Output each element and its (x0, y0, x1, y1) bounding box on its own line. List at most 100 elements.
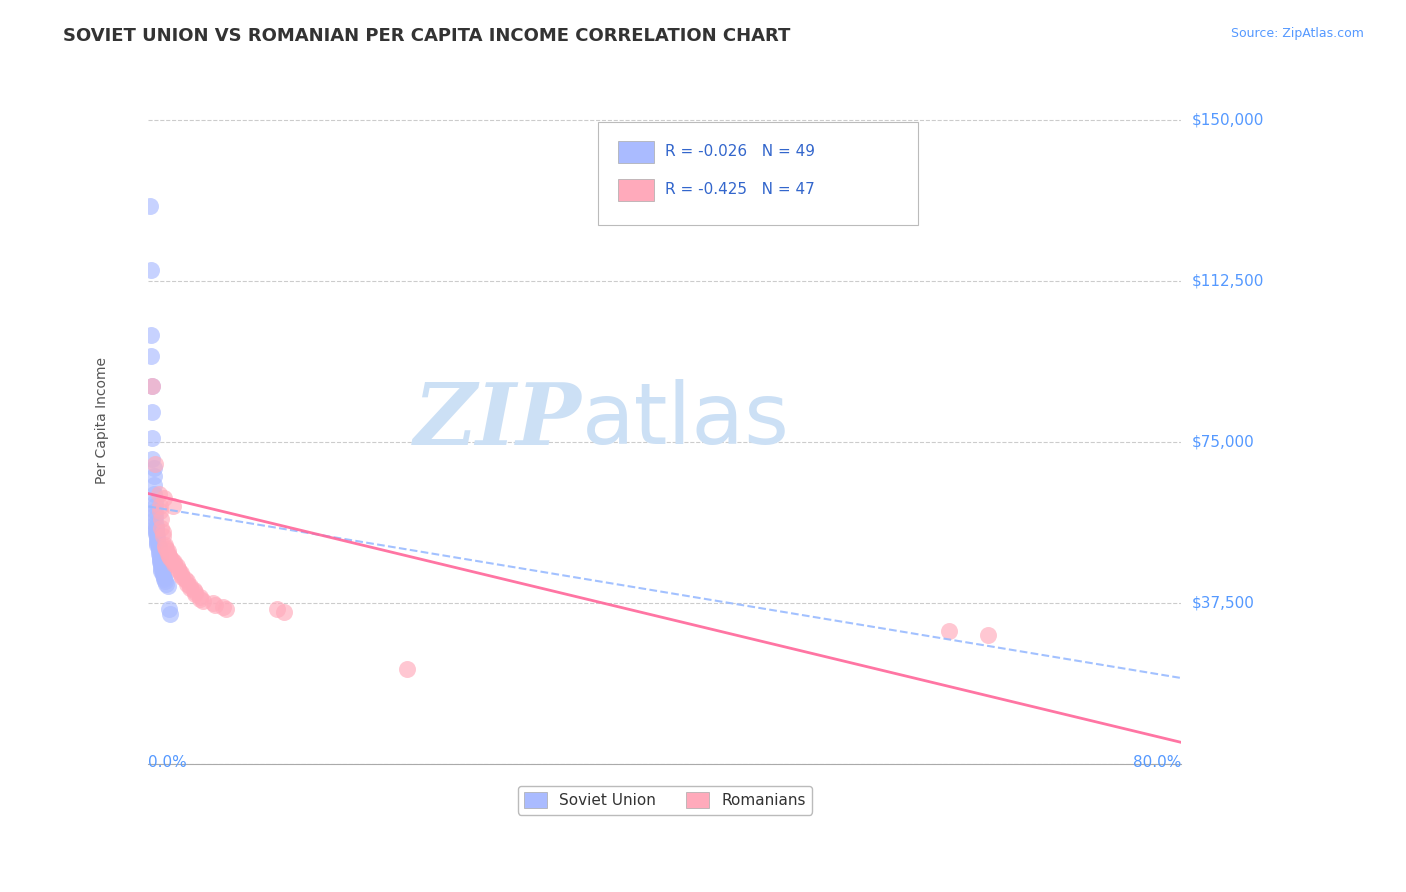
Point (166, 559, 188, 574)
Point (146, 536, 169, 550)
Point (184, 587, 207, 601)
Point (153, 570, 176, 584)
Point (143, 500, 166, 514)
Point (156, 579, 179, 593)
Point (150, 521, 173, 535)
Point (153, 538, 176, 552)
Point (150, 559, 173, 574)
Point (179, 581, 201, 595)
Point (149, 504, 172, 518)
Point (162, 500, 184, 514)
Legend: Soviet Union, Romanians: Soviet Union, Romanians (517, 787, 813, 814)
Point (157, 549, 180, 563)
Point (155, 542, 177, 557)
Point (204, 598, 226, 612)
Point (179, 579, 201, 593)
Point (142, 478, 165, 492)
Point (141, 405, 163, 419)
Point (201, 596, 224, 610)
Point (139, 327, 162, 342)
Text: SOVIET UNION VS ROMANIAN PER CAPITA INCOME CORRELATION CHART: SOVIET UNION VS ROMANIAN PER CAPITA INCO… (63, 27, 790, 45)
Point (142, 460, 165, 475)
Point (145, 521, 167, 535)
Point (156, 544, 179, 558)
Point (191, 594, 214, 608)
Point (148, 542, 170, 557)
Point (143, 495, 166, 509)
Point (143, 457, 166, 471)
Point (173, 572, 195, 586)
Point (152, 568, 174, 582)
Point (139, 263, 162, 277)
Bar (619, 179, 654, 201)
Text: R = -0.425   N = 47: R = -0.425 N = 47 (665, 182, 814, 197)
Text: 0.0%: 0.0% (149, 756, 187, 770)
Point (163, 558, 186, 572)
Point (938, 624, 960, 638)
Point (146, 532, 169, 546)
Point (149, 550, 172, 565)
Point (169, 566, 191, 580)
Point (149, 500, 172, 514)
Text: $75,000: $75,000 (1191, 434, 1254, 450)
FancyBboxPatch shape (598, 122, 918, 225)
Point (153, 574, 176, 589)
Point (159, 607, 181, 621)
Text: R = -0.026   N = 49: R = -0.026 N = 49 (665, 145, 814, 159)
Point (149, 549, 172, 563)
Point (184, 585, 207, 599)
Text: 80.0%: 80.0% (1133, 756, 1181, 770)
Point (273, 605, 295, 619)
Point (160, 553, 183, 567)
Point (153, 572, 176, 586)
Point (169, 568, 191, 582)
Point (167, 561, 190, 575)
Point (188, 590, 211, 604)
Point (215, 602, 238, 616)
Text: Source: ZipAtlas.com: Source: ZipAtlas.com (1230, 27, 1364, 40)
Point (152, 525, 174, 540)
Text: $112,500: $112,500 (1191, 274, 1264, 289)
Point (141, 379, 163, 393)
Point (145, 525, 167, 540)
Point (155, 576, 177, 591)
Point (142, 486, 165, 500)
Text: $37,500: $37,500 (1191, 596, 1254, 610)
Point (152, 529, 174, 543)
Point (163, 555, 186, 569)
Point (153, 540, 176, 554)
Point (146, 533, 169, 548)
Point (148, 540, 170, 554)
Point (266, 602, 288, 616)
Point (183, 583, 205, 598)
Point (976, 628, 998, 642)
Bar (619, 141, 654, 163)
Point (150, 564, 173, 578)
Point (139, 349, 162, 363)
Point (150, 558, 173, 572)
Point (153, 491, 176, 505)
Point (145, 527, 167, 541)
Point (169, 564, 191, 578)
Point (143, 508, 166, 522)
Point (395, 662, 418, 676)
Point (150, 561, 173, 575)
Point (149, 553, 172, 567)
Point (188, 591, 211, 606)
Point (146, 529, 169, 543)
Point (141, 431, 163, 445)
Point (156, 547, 179, 561)
Text: atlas: atlas (582, 379, 790, 462)
Point (152, 566, 174, 580)
Point (148, 486, 170, 500)
Point (145, 523, 167, 537)
Point (141, 379, 163, 393)
Point (157, 602, 180, 616)
Point (138, 199, 160, 213)
Point (145, 518, 167, 533)
Point (142, 469, 165, 483)
Point (143, 516, 166, 531)
Point (150, 512, 173, 526)
Point (149, 555, 172, 569)
Point (143, 504, 166, 518)
